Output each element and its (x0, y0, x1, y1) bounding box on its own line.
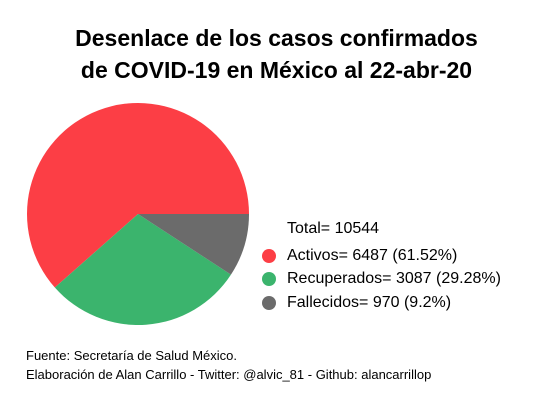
pie-slice-activos (27, 103, 249, 288)
credit-note: Elaboración de Alan Carrillo - Twitter: … (26, 367, 432, 382)
chart-title-line-2: de COVID-19 en México al 22-abr-20 (80, 57, 473, 83)
legend-label-fallecidos: Fallecidos= 970 (9.2%) (287, 294, 452, 311)
legend-marker-fallecidos (262, 296, 276, 310)
legend-total: Total= 10544 (287, 220, 380, 237)
pie-slice-fallecidos (138, 214, 249, 275)
chart-title-line-1: Desenlace de los casos confirmados (75, 25, 478, 51)
pie-slice-recuperados (54, 214, 231, 326)
legend-label-activos: Activos= 6487 (61.52%) (287, 247, 458, 264)
legend-label-recuperados: Recuperados= 3087 (29.28%) (287, 270, 501, 287)
source-note: Fuente: Secretaría de Salud México. (26, 348, 238, 363)
legend-marker-activos (262, 249, 276, 263)
legend-marker-recuperados (262, 272, 276, 286)
